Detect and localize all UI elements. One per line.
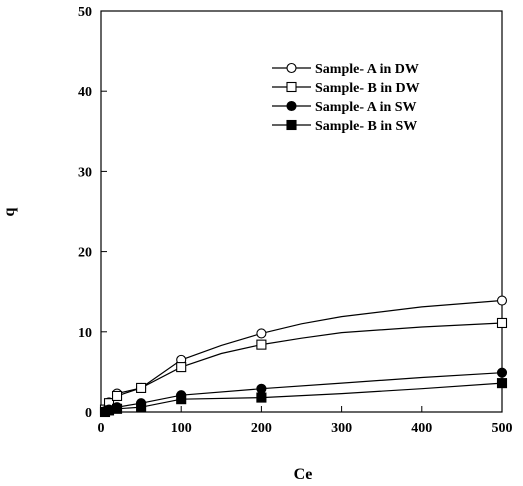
data-point xyxy=(256,392,267,403)
legend-entry: Sample- A in SW xyxy=(272,100,417,115)
y-tick-label: 10 xyxy=(78,326,92,341)
legend-entry: Sample- A in DW xyxy=(272,62,419,77)
series-line xyxy=(104,382,503,413)
legend-label: Sample- A in SW xyxy=(315,100,417,115)
x-axis-ticks: 0 100 200 300 400 500 xyxy=(98,406,513,436)
data-point xyxy=(496,295,508,306)
x-tick-label: 0 xyxy=(98,421,105,436)
legend-entry: Sample- B in SW xyxy=(272,119,417,134)
data-point xyxy=(136,382,147,393)
y-axis-ticks: 0 10 20 30 40 50 xyxy=(78,5,107,421)
series-line xyxy=(104,299,503,410)
data-point xyxy=(256,328,267,339)
legend-label: Sample- A in DW xyxy=(315,62,419,77)
x-tick-label: 400 xyxy=(411,421,432,436)
data-point xyxy=(496,317,508,329)
data-point xyxy=(256,383,267,394)
series-line xyxy=(104,322,503,410)
x-tick-label: 500 xyxy=(492,421,513,436)
y-tick-label: 50 xyxy=(78,5,92,20)
legend-marker xyxy=(286,119,297,131)
data-point xyxy=(496,367,508,378)
series-4 xyxy=(99,378,508,418)
x-axis-title: Ce xyxy=(294,466,313,483)
legend-marker xyxy=(286,100,297,112)
x-tick-label: 100 xyxy=(171,421,192,436)
y-tick-label: 30 xyxy=(78,165,92,180)
data-point xyxy=(256,339,267,350)
legend: Sample- A in DW Sample- B in DW Sample- A … xyxy=(272,62,420,134)
y-tick-label: 20 xyxy=(78,246,92,261)
legend-marker xyxy=(286,81,297,93)
series-line xyxy=(104,372,503,412)
data-point xyxy=(111,390,123,402)
series-3 xyxy=(99,367,508,417)
legend-marker xyxy=(286,62,297,74)
axes xyxy=(100,10,503,413)
data-point xyxy=(111,403,123,414)
y-tick-label: 0 xyxy=(85,406,92,421)
data-point xyxy=(496,378,508,389)
data-point xyxy=(176,394,187,405)
data-point xyxy=(136,402,147,413)
legend-label: Sample- B in SW xyxy=(315,119,417,134)
x-tick-label: 300 xyxy=(331,421,352,436)
legend-entry: Sample- B in DW xyxy=(272,81,420,96)
x-tick-label: 200 xyxy=(251,421,272,436)
y-axis-title: q xyxy=(1,207,18,216)
series-layer xyxy=(99,295,508,418)
series-1 xyxy=(99,295,508,415)
legend-label: Sample- B in DW xyxy=(315,81,420,96)
data-point xyxy=(176,362,187,373)
plot-frame xyxy=(100,10,503,413)
y-tick-label: 40 xyxy=(78,85,92,100)
